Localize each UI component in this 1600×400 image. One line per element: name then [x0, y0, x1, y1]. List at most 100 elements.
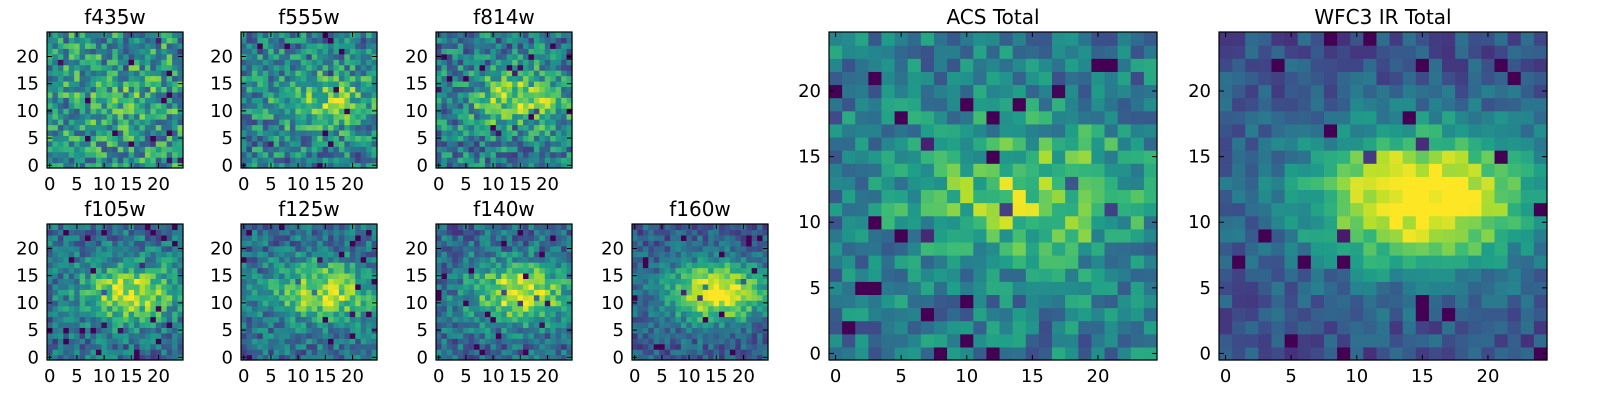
heatmap-cell [306, 338, 313, 345]
heatmap-cell [366, 53, 373, 60]
heatmap-cell [566, 294, 573, 301]
heatmap-cell [855, 307, 869, 322]
heatmap-cell [724, 343, 731, 350]
heatmap-cell [653, 240, 660, 247]
heatmap-cell [74, 289, 81, 296]
heatmap-cell [155, 349, 162, 356]
heatmap-cell [360, 240, 367, 247]
heatmap-cell [1130, 320, 1145, 335]
heatmap-cell [79, 305, 86, 312]
heatmap-cell [762, 338, 769, 345]
heatmap-cell [441, 113, 448, 120]
x-tick-label: 0 [44, 174, 55, 195]
heatmap-cell [735, 272, 742, 279]
heatmap-cell [501, 305, 508, 312]
heatmap-cell [117, 245, 124, 252]
heatmap-cell [523, 300, 530, 307]
heatmap-cell [746, 343, 753, 350]
heatmap-cell [74, 251, 81, 258]
panel-title: f435w [84, 5, 146, 29]
heatmap-cell [1091, 228, 1106, 243]
heatmap-cell [533, 53, 540, 60]
heatmap-cell [468, 240, 475, 247]
heatmap-cell [474, 327, 481, 334]
heatmap-cell [128, 53, 135, 60]
heatmap-cell [479, 42, 486, 49]
heatmap-cell [300, 151, 307, 158]
heatmap-cell [366, 119, 373, 126]
heatmap-cell [161, 316, 168, 323]
heatmap-cell [457, 64, 464, 71]
heatmap-cell [566, 240, 573, 247]
heatmap-cell [317, 124, 324, 131]
heatmap-cell [436, 267, 443, 274]
heatmap-cell [555, 272, 562, 279]
heatmap-cell [446, 129, 453, 136]
heatmap-cell [300, 80, 307, 87]
heatmap-cell [495, 162, 502, 169]
heatmap-cell [452, 251, 459, 258]
heatmap-cell [523, 332, 530, 339]
heatmap-cell [868, 333, 883, 348]
heatmap-cell [713, 283, 720, 290]
heatmap-cell [90, 311, 97, 318]
heatmap-cell [555, 157, 562, 164]
heatmap-cell [653, 338, 660, 345]
heatmap-cell [686, 327, 693, 334]
heatmap-cell [528, 272, 535, 279]
heatmap-cell [1104, 294, 1119, 309]
heatmap-cell [463, 48, 470, 55]
heatmap-cell [333, 124, 340, 131]
heatmap-cell [68, 37, 75, 44]
heatmap-cell [57, 135, 64, 142]
heatmap-cell [544, 316, 551, 323]
heatmap-cell [251, 305, 258, 312]
heatmap-cell [523, 140, 530, 147]
heatmap-cell [257, 119, 264, 126]
heatmap-cell [539, 332, 546, 339]
heatmap-cell [495, 124, 502, 131]
heatmap-cell [155, 283, 162, 290]
heatmap-cell [333, 157, 340, 164]
heatmap-cell [484, 349, 491, 356]
heatmap-cell [746, 349, 753, 356]
heatmap-cell [139, 305, 146, 312]
heatmap-cell [144, 300, 151, 307]
heatmap-cell [907, 320, 922, 335]
heatmap-cell [894, 163, 909, 177]
heatmap-cell [85, 349, 92, 356]
heatmap-cell [273, 80, 280, 87]
heatmap-cell [523, 102, 530, 109]
x-tick-label: 15 [314, 366, 337, 387]
heatmap-cell [495, 267, 502, 274]
heatmap-cell [653, 305, 660, 312]
heatmap-cell [155, 53, 162, 60]
heatmap-cell [47, 321, 54, 328]
heatmap-cell [724, 321, 731, 328]
heatmap-cell [273, 70, 280, 77]
heatmap-cell [338, 91, 345, 98]
heatmap-cell [57, 321, 64, 328]
heatmap-cell [479, 338, 486, 345]
heatmap-cell [155, 124, 162, 131]
heatmap-cell [279, 102, 286, 109]
heatmap-cell [436, 338, 443, 345]
heatmap-cell [708, 327, 715, 334]
heatmap-cell [544, 294, 551, 301]
heatmap-cell [457, 37, 464, 44]
heatmap-cell [463, 338, 470, 345]
heatmap-cell [85, 75, 92, 82]
heatmap-cell [555, 70, 562, 77]
heatmap-cell [155, 338, 162, 345]
heatmap-cell [708, 234, 715, 241]
heatmap-cell [251, 234, 258, 241]
heatmap-cell [539, 354, 546, 361]
heatmap-cell [166, 119, 173, 126]
heatmap-cell [708, 229, 715, 236]
heatmap-cell [289, 349, 296, 356]
heatmap-cell [161, 251, 168, 258]
heatmap-cell [139, 113, 146, 120]
heatmap-cell [539, 124, 546, 131]
heatmap-cell [166, 305, 173, 312]
heatmap-cell [653, 354, 660, 361]
